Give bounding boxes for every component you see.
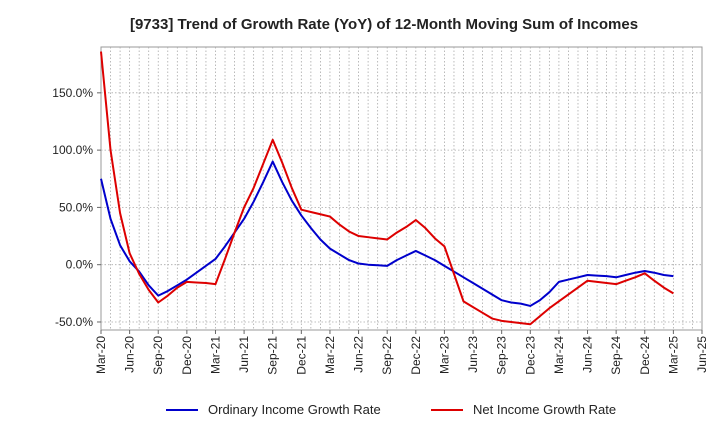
series-layer bbox=[100, 51, 674, 326]
x-tick-label: Jun-23 bbox=[466, 336, 480, 373]
legend: Ordinary Income Growth Rate Net Income Gr… bbox=[166, 402, 616, 417]
x-tick-label: Mar-24 bbox=[552, 336, 566, 374]
x-tick-label: Dec-22 bbox=[409, 336, 423, 375]
y-tick-label: 100.0% bbox=[52, 143, 93, 157]
y-axis: -50.0% 0.0% 50.0% 100.0% 150.0% bbox=[52, 86, 101, 329]
series-line-ordinary-income-growth-rate bbox=[100, 160, 674, 307]
x-tick-label: Jun-20 bbox=[123, 336, 137, 373]
x-tick-label: Jun-24 bbox=[581, 336, 595, 373]
x-axis: Mar-20 Jun-20 Sep-20 Dec-20 Mar-21 Jun-21 Sep-… bbox=[94, 330, 709, 375]
x-tick-label: Mar-21 bbox=[208, 336, 222, 374]
y-tick-label: 150.0% bbox=[52, 86, 93, 100]
plot-area bbox=[100, 46, 703, 331]
x-tick-label: Jun-22 bbox=[352, 336, 366, 373]
legend-label: Ordinary Income Growth Rate bbox=[208, 402, 381, 417]
x-tick-label: Jun-25 bbox=[695, 336, 709, 373]
x-tick-label: Sep-22 bbox=[380, 336, 394, 375]
x-tick-label: Mar-25 bbox=[666, 336, 680, 374]
legend-label: Net Income Growth Rate bbox=[473, 402, 616, 417]
x-tick-label: Sep-24 bbox=[609, 336, 623, 375]
x-tick-label: Mar-23 bbox=[437, 336, 451, 374]
grid bbox=[101, 47, 702, 330]
chart-title: [9733] Trend of Growth Rate (YoY) of 12-… bbox=[130, 16, 638, 33]
x-tick-label: Sep-21 bbox=[266, 336, 280, 375]
series-line-net-income-growth-rate bbox=[100, 51, 674, 326]
y-tick-label: 0.0% bbox=[66, 258, 94, 272]
x-tick-label: Mar-20 bbox=[94, 336, 108, 374]
x-tick-label: Dec-21 bbox=[294, 336, 308, 375]
x-tick-label: Sep-20 bbox=[151, 336, 165, 375]
y-tick-label: 50.0% bbox=[59, 200, 93, 214]
x-tick-label: Jun-21 bbox=[237, 336, 251, 373]
x-tick-label: Sep-23 bbox=[495, 336, 509, 375]
x-tick-label: Dec-24 bbox=[638, 336, 652, 375]
y-tick-label: -50.0% bbox=[55, 315, 93, 329]
x-tick-label: Mar-22 bbox=[323, 336, 337, 374]
x-tick-label: Dec-20 bbox=[180, 336, 194, 375]
x-tick-label: Dec-23 bbox=[523, 336, 537, 375]
